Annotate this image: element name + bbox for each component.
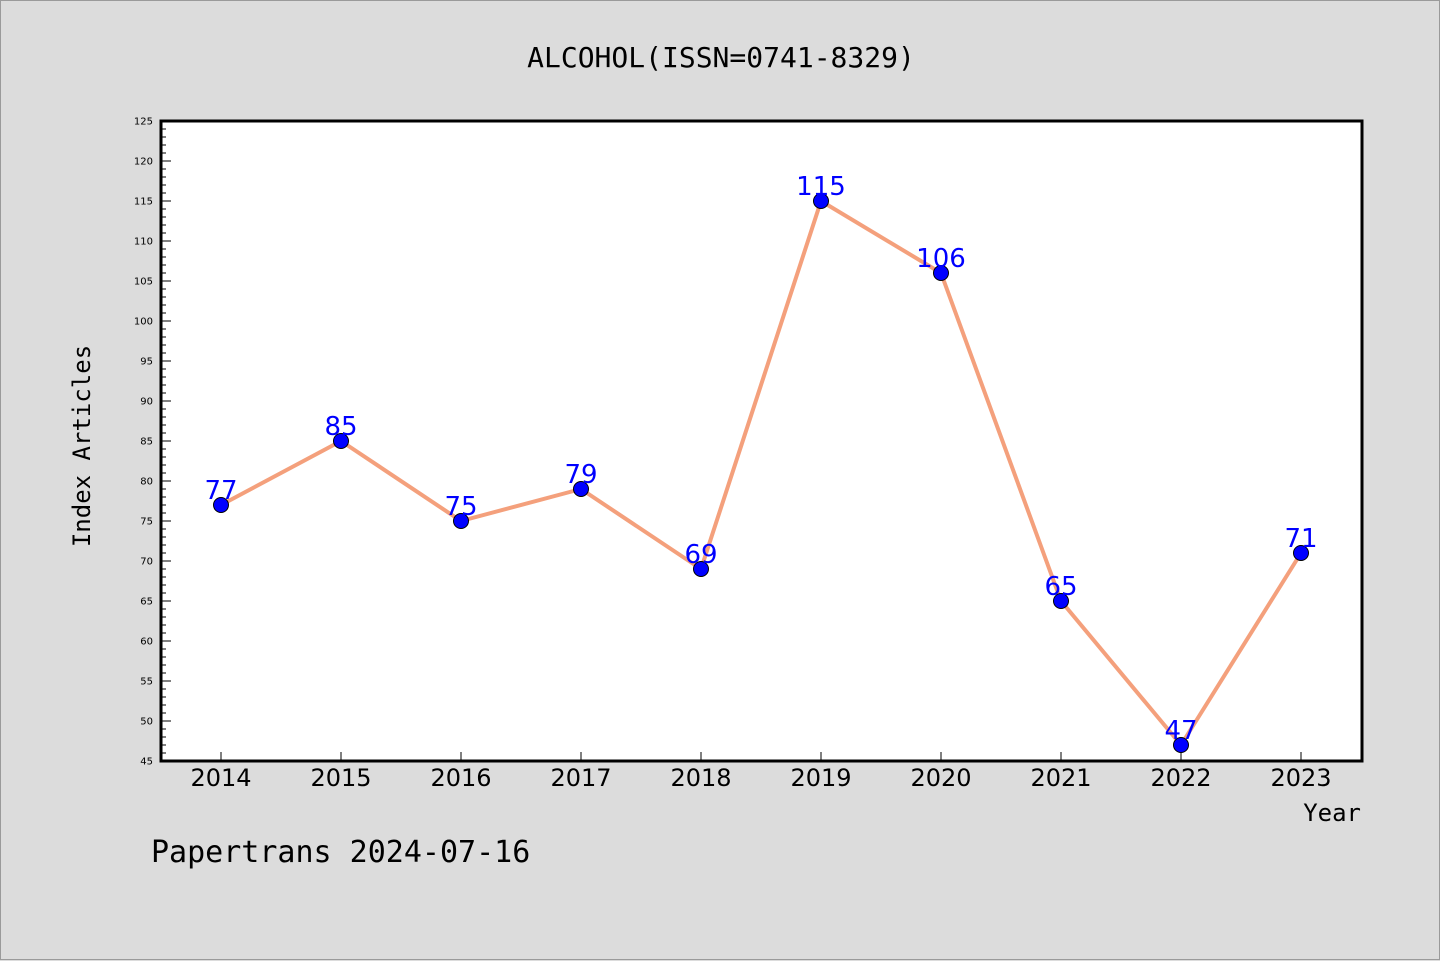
y-tick-label: 120 [134,157,153,168]
x-tick-label: 2017 [550,764,611,792]
x-tick-label: 2019 [790,764,851,792]
plot-frame [159,119,1364,763]
x-tick-label: 2015 [310,764,371,792]
y-axis: 45 50 55 60 65 70 75 80 85 90 95 100 105 110 115 120 125 [134,117,171,768]
data-label: 75 [444,492,477,522]
y-tick-label: 75 [140,517,153,528]
data-point [1173,737,1189,753]
data-point [333,433,349,449]
data-label: 71 [1284,524,1317,554]
y-tick-label: 65 [140,597,153,608]
y-tick-label: 50 [140,717,153,728]
y-tick-label: 60 [140,637,153,648]
y-tick-label: 95 [140,357,153,368]
x-tick-label: 2014 [190,764,251,792]
x-tick-label: 2023 [1270,764,1331,792]
y-tick-label: 105 [134,277,153,288]
data-label: 77 [204,476,237,506]
series-line [219,199,1303,747]
data-label: 85 [324,412,357,442]
y-tick-label: 100 [134,317,153,328]
x-tick-label: 2020 [910,764,971,792]
data-label: 47 [1164,716,1197,746]
x-tick-label: 2021 [1030,764,1091,792]
data-point [213,497,229,513]
x-axis-label: Year [1303,799,1361,827]
data-label: 106 [916,244,966,274]
y-tick-label: 90 [140,397,153,408]
data-point [813,193,829,209]
series-layer: 77 85 75 79 69 115 106 65 47 71 [204,172,1318,753]
data-point [1293,545,1309,561]
x-tick-label: 2018 [670,764,731,792]
y-tick-label: 70 [140,557,153,568]
y-axis-label: Index Articles [68,345,96,547]
x-tick-label: 2016 [430,764,491,792]
data-point [453,513,469,529]
chart-title: ALCOHOL(ISSN=0741-8329) [527,41,915,74]
y-tick-label: 110 [134,237,153,248]
data-label: 79 [564,460,597,490]
data-label: 69 [684,540,717,570]
data-point [573,481,589,497]
data-point [1053,593,1069,609]
x-tick-label: 2022 [1150,764,1211,792]
plot-area [161,121,1362,761]
y-tick-label: 80 [140,477,153,488]
y-tick-label: 115 [134,197,153,208]
data-point [933,265,949,281]
y-tick-label: 55 [140,677,153,688]
data-label: 65 [1044,572,1077,602]
data-label: 115 [796,172,846,202]
footer-credit: Papertrans 2024-07-16 [151,835,531,870]
y-tick-label: 125 [134,117,153,128]
y-tick-label: 85 [140,437,153,448]
data-point [693,561,709,577]
x-axis: 2014 2015 2016 2017 2018 2019 2020 2021 2022 2023 [190,752,1332,792]
y-tick-label: 45 [140,757,153,768]
